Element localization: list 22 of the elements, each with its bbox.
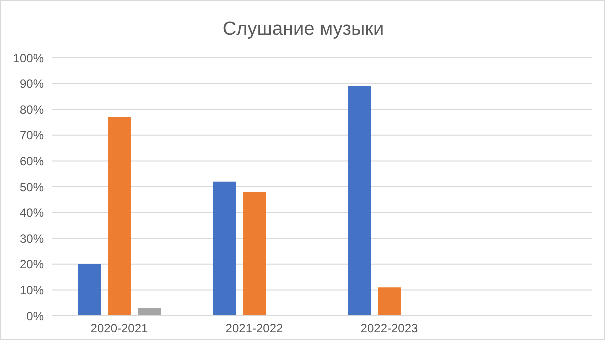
y-tick-label: 40% xyxy=(20,206,44,220)
y-tick-label: 20% xyxy=(20,258,44,272)
y-tick-label: 60% xyxy=(20,154,44,168)
y-tick-label: 0% xyxy=(26,309,44,324)
x-tick-label: 2022-2023 xyxy=(360,322,419,336)
y-tick-label: 100% xyxy=(13,51,44,66)
bar xyxy=(138,308,161,316)
bar xyxy=(348,86,371,316)
x-tick-label: 2021-2022 xyxy=(226,322,284,336)
y-tick-label: 70% xyxy=(20,128,44,143)
bar xyxy=(243,192,266,316)
bar xyxy=(108,117,131,316)
bar xyxy=(78,264,101,316)
y-tick-label: 10% xyxy=(20,283,44,298)
x-tick-label: 2020-2021 xyxy=(90,322,149,336)
y-tick-label: 30% xyxy=(20,232,44,246)
bar xyxy=(213,182,236,316)
bar xyxy=(378,288,401,316)
y-tick-label: 50% xyxy=(20,180,44,194)
chart-title: Слушание музыки xyxy=(222,19,386,41)
y-tick-label: 90% xyxy=(20,77,44,92)
y-tick-label: 80% xyxy=(20,102,44,117)
